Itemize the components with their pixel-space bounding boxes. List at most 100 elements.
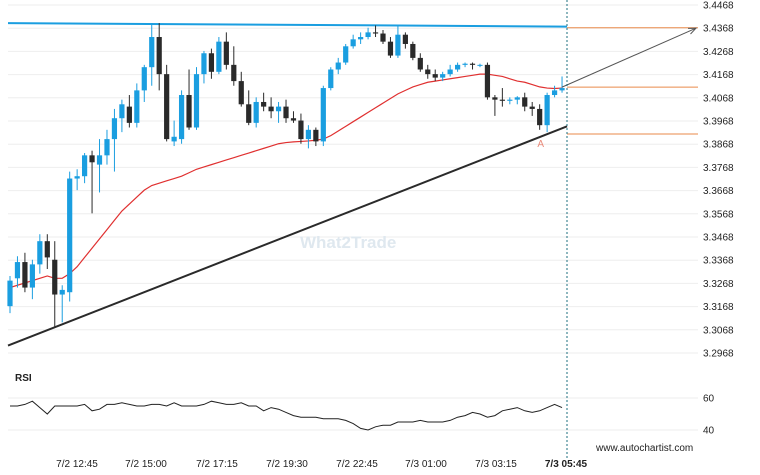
- candle: [14, 256, 21, 288]
- candle-body: [559, 88, 565, 91]
- y-tick-label: 3.3968: [703, 117, 734, 128]
- x-tick-label: 7/2 22:45: [336, 459, 378, 470]
- x-axis: 7/2 12:45 7/2 15:00 7/2 17:15 7/2 19:30 7/2 …: [56, 459, 587, 470]
- candle: [358, 32, 364, 44]
- candle-body: [290, 118, 297, 121]
- candle-body: [484, 64, 491, 98]
- support-line: [7, 125, 568, 347]
- candle: [141, 64, 147, 102]
- rsi-title: RSI: [15, 373, 32, 384]
- candle: [507, 97, 513, 105]
- forecast-arrow-line: [561, 27, 697, 88]
- x-tick-label: 7/2 17:15: [196, 459, 238, 470]
- candle-body: [178, 95, 185, 140]
- forecast-arrow: A: [537, 27, 698, 150]
- candle-body: [171, 136, 177, 142]
- y-tick-label: 3.3168: [703, 302, 734, 313]
- candle-body: [164, 74, 170, 140]
- candle: [29, 259, 35, 300]
- candle: [402, 32, 408, 49]
- candle-body: [462, 63, 468, 65]
- x-tick-label: 7/3 01:00: [405, 459, 447, 470]
- candle-body: [52, 259, 58, 295]
- candle-body: [350, 39, 356, 47]
- candle: [522, 92, 528, 112]
- y-tick-label: 3.3068: [703, 325, 734, 336]
- x-tick-label: 7/3 05:45: [545, 459, 588, 470]
- rsi-line: [10, 400, 563, 431]
- candle: [223, 32, 229, 70]
- candle: [164, 64, 170, 142]
- candle-body: [275, 106, 282, 112]
- y-tick-label: 3.3868: [703, 140, 734, 151]
- candle-body: [417, 57, 423, 70]
- candle: [372, 25, 379, 38]
- grid: [8, 4, 698, 354]
- candle-body: [193, 74, 200, 128]
- candle: [67, 171, 73, 302]
- candle-body: [477, 64, 483, 66]
- candle: [238, 71, 244, 107]
- candle-body: [149, 37, 155, 68]
- candle-body: [246, 104, 252, 123]
- candle: [328, 67, 334, 91]
- candle: [216, 37, 222, 75]
- candle: [320, 85, 326, 147]
- candle-body: [44, 241, 50, 258]
- candle: [119, 99, 125, 133]
- candle: [469, 62, 476, 70]
- rsi-panel: RSI 60 40: [8, 373, 715, 437]
- candle-body: [223, 41, 229, 65]
- candle-body: [156, 37, 162, 75]
- candle: [82, 153, 88, 184]
- candle: [529, 101, 535, 116]
- candle-body: [358, 37, 364, 40]
- candle-body: [231, 64, 237, 82]
- candle: [544, 92, 550, 133]
- candle: [52, 241, 58, 328]
- candle: [380, 30, 386, 44]
- candle: [253, 97, 259, 128]
- candle: [186, 69, 192, 130]
- watermark: What2Trade: [300, 233, 396, 252]
- candle: [365, 27, 371, 40]
- candle: [387, 37, 394, 58]
- candle: [499, 88, 505, 107]
- y-tick-label: 3.3668: [703, 186, 734, 197]
- credit-text: www.autochartist.com: [595, 443, 693, 454]
- candle-body: [14, 262, 21, 279]
- candle-body: [387, 41, 394, 56]
- candle-body: [440, 74, 446, 78]
- candle-body: [59, 289, 65, 295]
- candle: [283, 99, 289, 123]
- candle: [455, 62, 461, 72]
- pattern-mark-label: A: [537, 139, 544, 150]
- candle: [104, 129, 110, 165]
- candle: [7, 275, 13, 314]
- candle-body: [238, 81, 244, 105]
- y-tick-label: 3.3768: [703, 163, 734, 174]
- candle: [268, 97, 274, 119]
- candle-body: [551, 90, 558, 96]
- candle-body: [74, 176, 80, 179]
- candle-body: [425, 69, 431, 75]
- candle: [335, 57, 341, 75]
- candle: [193, 67, 200, 130]
- candle: [462, 62, 468, 68]
- candle-body: [67, 178, 73, 293]
- candle: [350, 34, 356, 49]
- candle-body: [335, 62, 341, 70]
- candle: [171, 120, 177, 147]
- candle: [290, 111, 297, 123]
- candle: [231, 46, 237, 86]
- y-tick-label: 3.4468: [703, 1, 734, 12]
- y-tick-label: 3.4368: [703, 24, 734, 35]
- candle: [22, 252, 28, 293]
- candle-body: [208, 53, 215, 72]
- candle-body: [134, 90, 140, 123]
- candle: [537, 104, 543, 130]
- candle-body: [365, 32, 371, 38]
- candle: [492, 95, 498, 116]
- candle: [298, 113, 304, 144]
- candle-body: [328, 69, 334, 89]
